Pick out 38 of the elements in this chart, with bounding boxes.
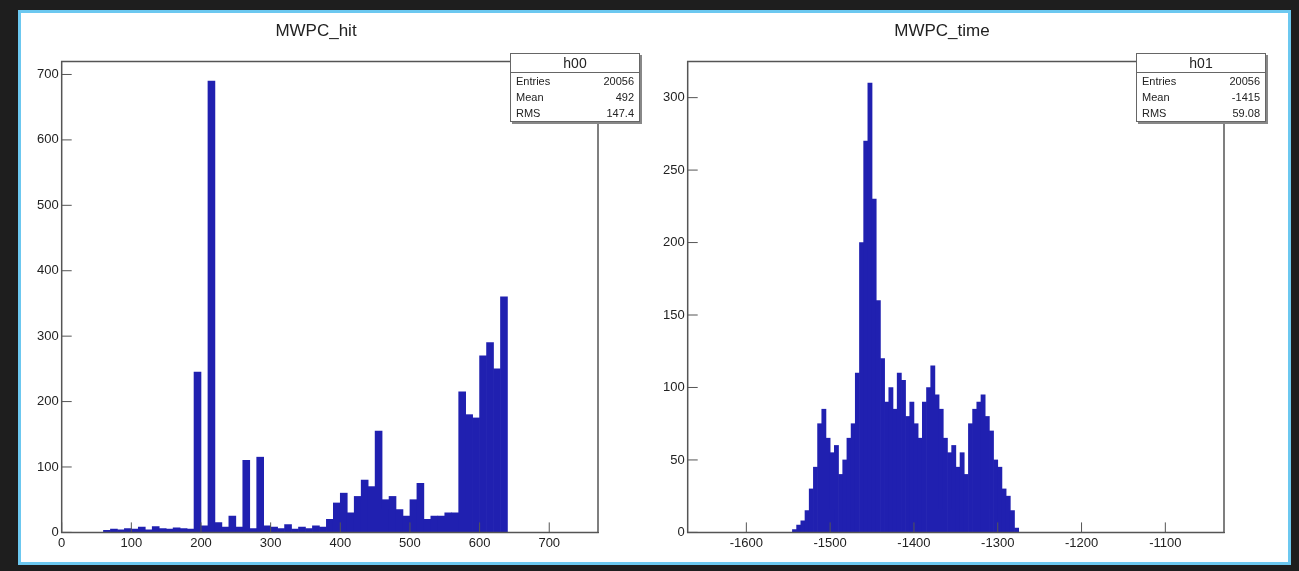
y-tick-label: 150 <box>662 306 685 322</box>
text: RMS 59.08 <box>1142 107 1260 119</box>
x-tick-label: -1600 <box>729 534 763 550</box>
y-tick-label: 500 <box>36 196 59 212</box>
text: RMS 147.4 <box>516 107 634 119</box>
x-tick-label: -1300 <box>981 534 1015 550</box>
x-tick-label: 100 <box>120 534 143 550</box>
y-tick-label: 100 <box>36 458 59 474</box>
text: Entries 20056 <box>516 75 634 87</box>
y-tick-label: 200 <box>36 393 59 409</box>
x-tick-label: 700 <box>538 534 561 550</box>
x-tick-label: -1500 <box>813 534 847 550</box>
y-tick-label: 400 <box>36 262 59 278</box>
x-tick-label: 400 <box>329 534 352 550</box>
annotation: h00 <box>511 54 639 73</box>
y-tick-label: 250 <box>662 161 685 177</box>
y-tick-label: 200 <box>662 234 685 250</box>
x-tick-label: -1400 <box>897 534 931 550</box>
y-tick-label: 0 <box>51 523 59 539</box>
y-tick-label: 300 <box>662 89 685 105</box>
y-tick-label: 100 <box>662 379 685 395</box>
y-tick-label: 50 <box>670 451 685 467</box>
x-tick-label: 300 <box>259 534 282 550</box>
x-tick-label: -1200 <box>1064 534 1099 550</box>
y-tick-label: 600 <box>36 131 59 147</box>
y-tick-label: 0 <box>677 523 685 539</box>
chart-title: MWPC_time <box>894 20 990 40</box>
x-tick-label: 200 <box>190 534 212 550</box>
text: Mean 492 <box>516 91 634 103</box>
y-tick-label: 300 <box>36 327 59 343</box>
text: Mean -1415 <box>1142 91 1260 103</box>
text: Entries 20056 <box>1142 75 1260 87</box>
x-tick-label: 500 <box>399 534 421 550</box>
y-tick-label: 700 <box>36 66 59 82</box>
chart-title: MWPC_hit <box>275 20 357 40</box>
x-tick-label: 600 <box>468 534 491 550</box>
annotation: h01 <box>1137 54 1265 73</box>
x-tick-label: -1100 <box>1149 534 1182 550</box>
